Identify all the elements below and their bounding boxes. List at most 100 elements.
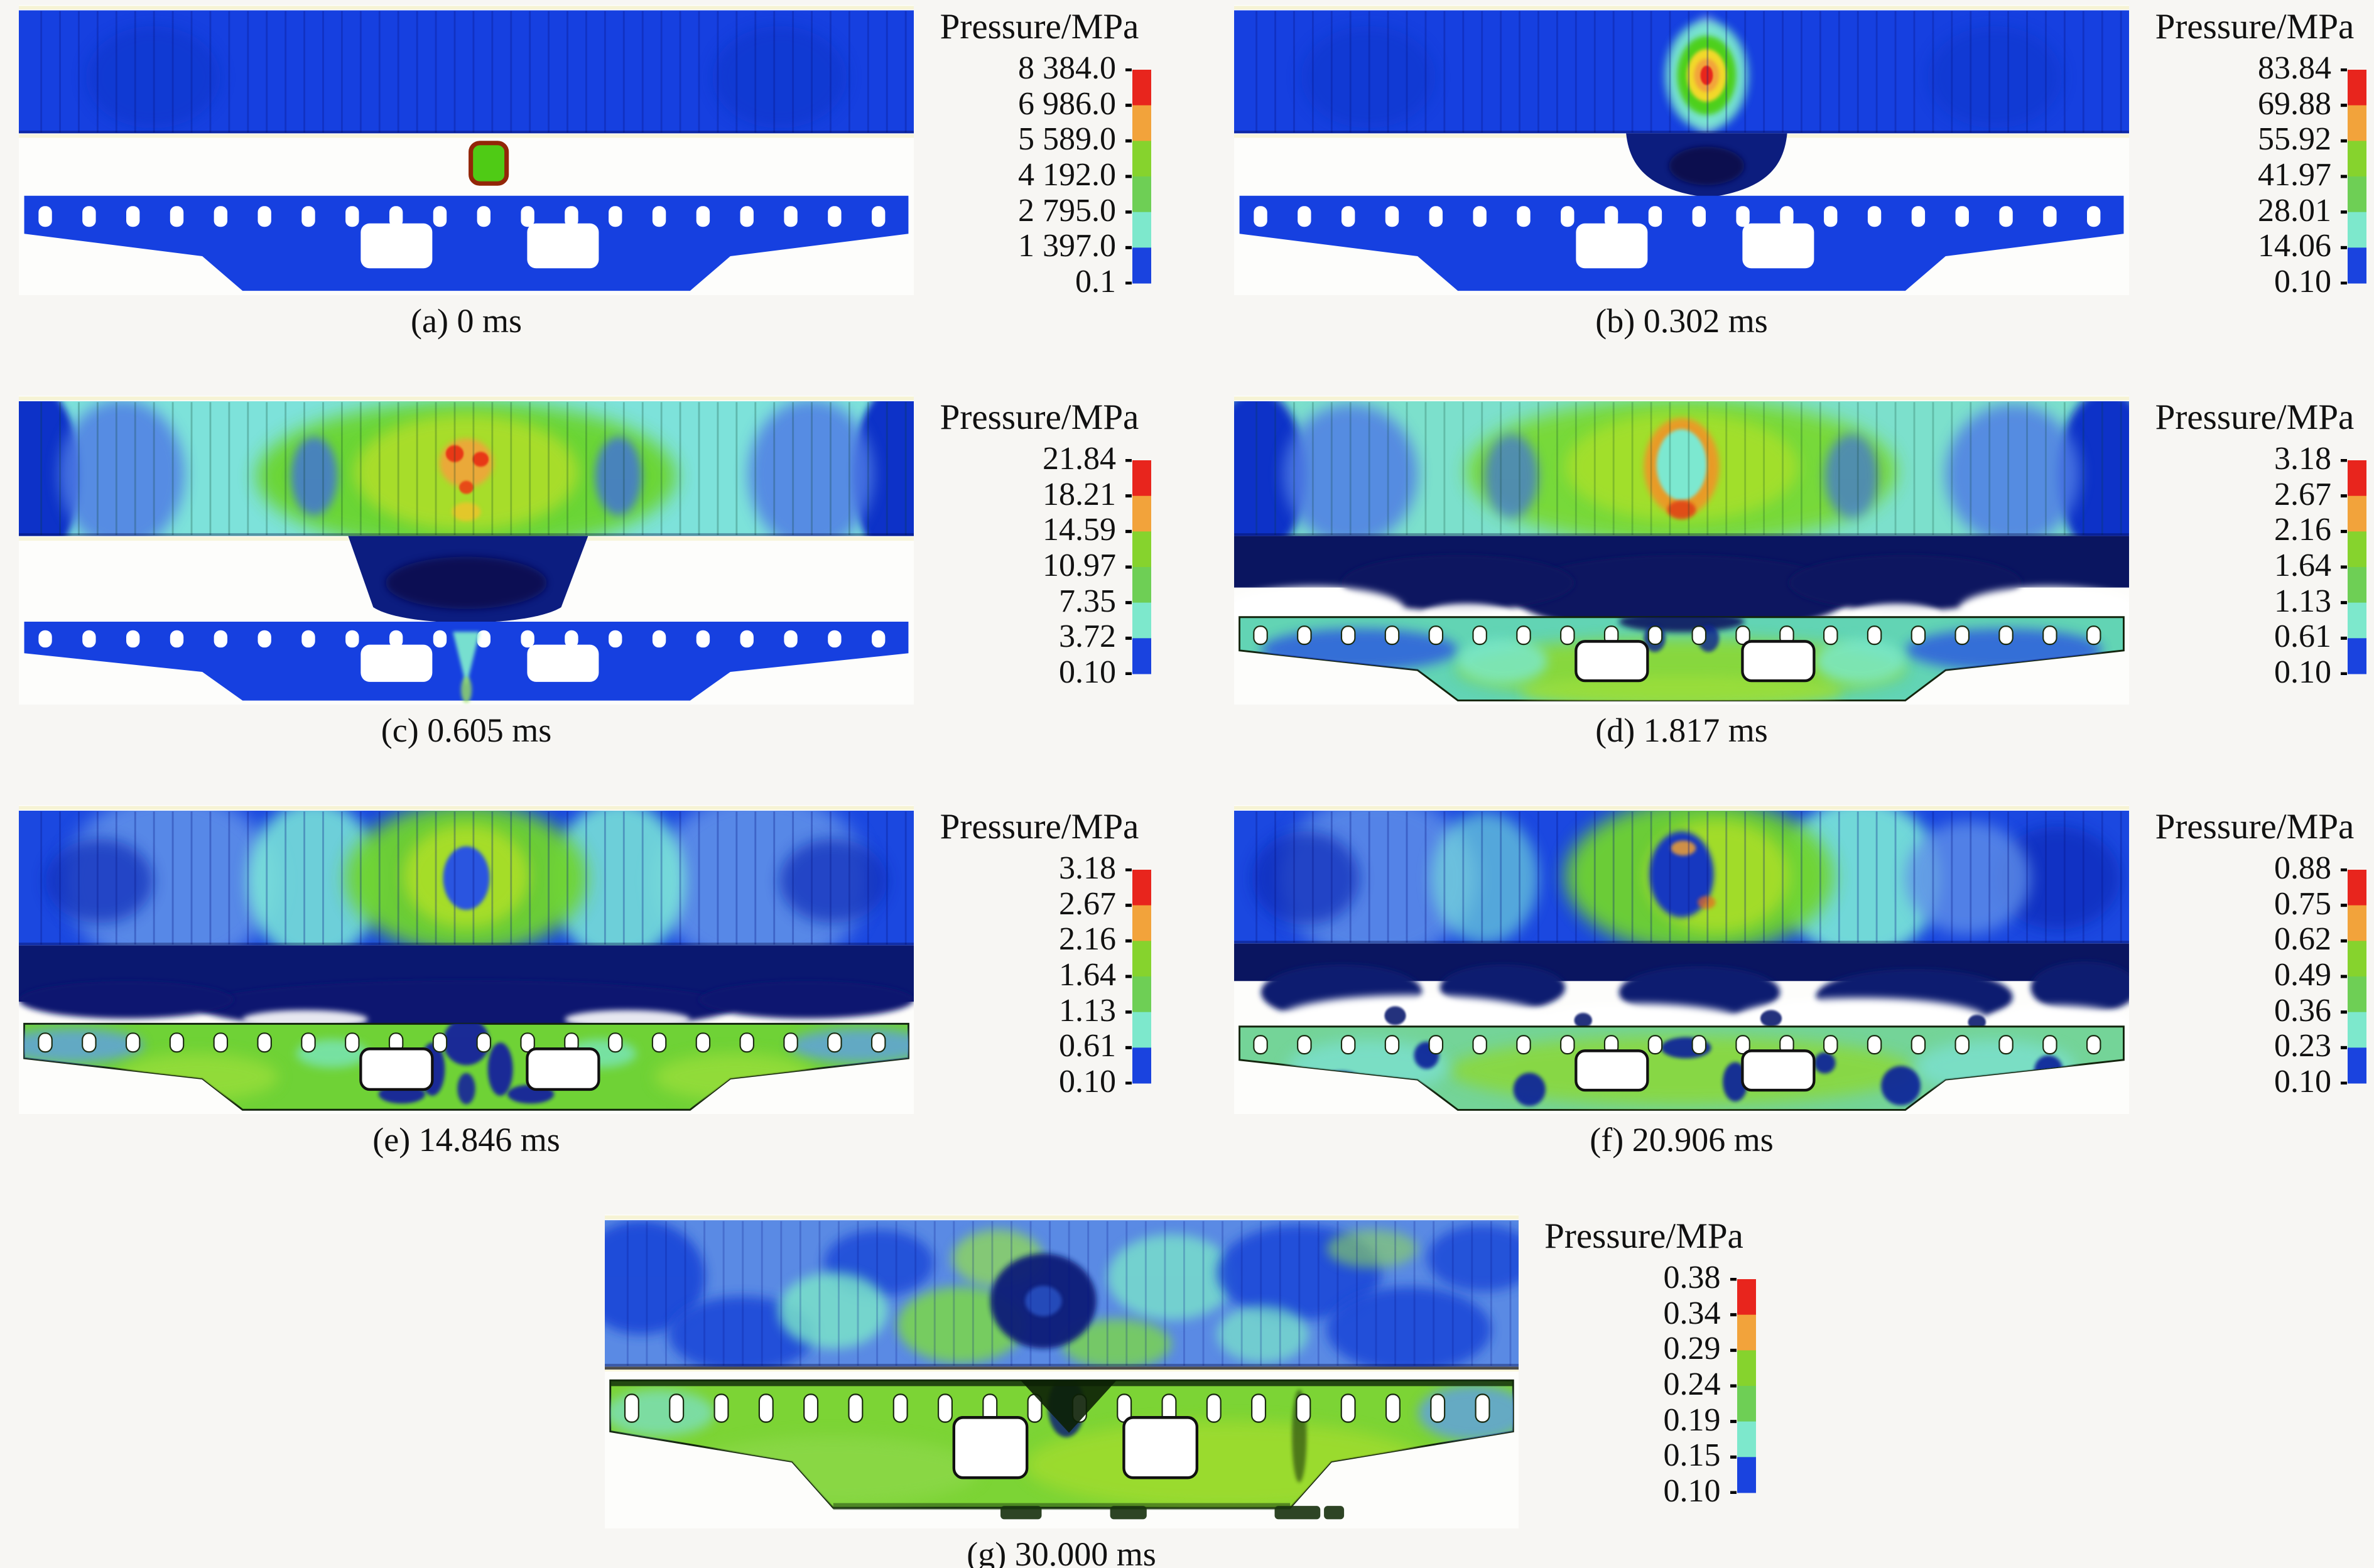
- legend-tick-label: 0.10: [1059, 1063, 1116, 1100]
- legend-tick-label: 3.72: [1059, 619, 1116, 655]
- pressure-jet: [453, 632, 480, 686]
- legend-title: Pressure/MPa: [2155, 807, 2355, 846]
- legend-body: 0.88 0.75 0.62 0.49 0.36 0.23 0.10: [2129, 851, 2374, 1102]
- legend-tick-label: 0.49: [2274, 956, 2331, 993]
- panel-caption: (e) 14.846 ms: [372, 1121, 560, 1159]
- water-slab: [1234, 810, 2129, 944]
- legend-tick-label: 6 986.0: [1018, 85, 1116, 122]
- legend-tick-labels: 83.84 69.88 55.92 41.97 28.01 14.06 0.10: [2258, 51, 2331, 300]
- legend-tick-label: 1.64: [1059, 956, 1116, 993]
- legend-tick-label: 0.88: [2274, 850, 2331, 886]
- panel-block: (d) 1.817 ms Pressure/MPa 3.18 2.67 2.16 1.…: [1234, 396, 2374, 750]
- contour-panel: (b) 0.302 ms: [1234, 5, 2129, 340]
- legend-tick-label: 0.10: [2274, 263, 2331, 300]
- legend-tick-label: 14.59: [1043, 512, 1116, 548]
- legend-tick-label: 0.75: [2274, 885, 2331, 922]
- panel-caption: (c) 0.605 ms: [381, 711, 552, 749]
- panel-block: (a) 0 ms Pressure/MPa 8 384.0 6 986.0 5 58…: [19, 5, 1165, 340]
- legend-tick-label: 41.97: [2258, 156, 2331, 193]
- legend-tick-label: 28.01: [2258, 192, 2331, 229]
- colorbar: [1125, 68, 1151, 284]
- legend-tick-labels: 0.88 0.75 0.62 0.49 0.36 0.23 0.10: [2274, 851, 2331, 1100]
- legend-tick-label: 3.18: [2274, 441, 2331, 477]
- figure-row-3: (e) 14.846 ms Pressure/MPa 3.18 2.67 2.16 1…: [19, 805, 2374, 1159]
- panel-caption: (b) 0.302 ms: [1595, 302, 1768, 340]
- legend-body: 83.84 69.88 55.92 41.97 28.01 14.06 0.10: [2129, 51, 2374, 302]
- legend-tick-label: 2.16: [2274, 512, 2331, 548]
- colorbar-legend: Pressure/MPa 21.84 18.21 14.59 10.97 7.35 3.7…: [914, 396, 1165, 693]
- panel-caption: (a) 0 ms: [411, 302, 522, 340]
- legend-body: 3.18 2.67 2.16 1.64 1.13 0.61 0.10: [2129, 441, 2374, 693]
- legend-tick-label: 4 192.0: [1018, 156, 1116, 193]
- legend-tick-labels: 8 384.0 6 986.0 5 589.0 4 192.0 2 795.0 1 397…: [1018, 51, 1116, 300]
- legend-tick-label: 1.13: [1059, 992, 1116, 1029]
- legend-tick-label: 7.35: [1059, 583, 1116, 619]
- pressure-contour-plot: [1234, 805, 2129, 1114]
- legend-tick-label: 3.18: [1059, 850, 1116, 886]
- legend-tick-label: 10.97: [1043, 547, 1116, 583]
- explosive-charge: [469, 141, 509, 186]
- panel-caption: (f) 20.906 ms: [1590, 1121, 1774, 1159]
- legend-body: 21.84 18.21 14.59 10.97 7.35 3.72 0.10: [914, 441, 1165, 693]
- colorbar-legend: Pressure/MPa 0.38 0.34 0.29 0.24 0.19 0.15 0.1…: [1519, 1214, 1770, 1511]
- figure-row-4: (g) 30.000 ms Pressure/MPa 0.38 0.34 0.29 0…: [0, 1214, 2374, 1568]
- contour-panel: (e) 14.846 ms: [19, 805, 914, 1159]
- legend-tick-label: 0.10: [2274, 654, 2331, 690]
- colorbar: [1125, 868, 1151, 1084]
- hole-left: [1575, 640, 1649, 683]
- hole-right: [526, 1047, 600, 1091]
- hole-left: [952, 1416, 1028, 1479]
- hole-right: [1741, 640, 1816, 683]
- legend-tick-label: 0.10: [2274, 1063, 2331, 1100]
- colorbar-legend: Pressure/MPa 83.84 69.88 55.92 41.97 28.01 14…: [2129, 5, 2374, 302]
- legend-title: Pressure/MPa: [2155, 397, 2355, 437]
- colorbar: [2341, 868, 2366, 1084]
- legend-title: Pressure/MPa: [940, 7, 1139, 46]
- contour-panel: (c) 0.605 ms: [19, 396, 914, 750]
- explosion-bubble-band: [19, 945, 914, 1033]
- contour-panel: (d) 1.817 ms: [1234, 396, 2129, 750]
- hole-left: [1576, 223, 1648, 269]
- figure-row-2: (c) 0.605 ms Pressure/MPa 21.84 18.21 14.5…: [19, 396, 2374, 750]
- legend-tick-labels: 3.18 2.67 2.16 1.64 1.13 0.61 0.10: [1059, 851, 1116, 1100]
- legend-tick-label: 0.10: [1059, 654, 1116, 690]
- legend-tick-label: 1.64: [2274, 547, 2331, 583]
- panel-block: (f) 20.906 ms Pressure/MPa 0.88 0.75 0.62 0…: [1234, 805, 2374, 1159]
- water-slab: [1234, 10, 2129, 134]
- water-slab: [19, 401, 914, 536]
- panel-block: (g) 30.000 ms Pressure/MPa 0.38 0.34 0.29 0…: [604, 1214, 1770, 1568]
- contour-panel: (g) 30.000 ms: [604, 1214, 1519, 1568]
- pressure-contour-plot: [19, 805, 914, 1114]
- legend-tick-labels: 21.84 18.21 14.59 10.97 7.35 3.72 0.10: [1043, 441, 1116, 690]
- legend-tick-label: 0.15: [1663, 1437, 1721, 1474]
- legend-tick-label: 0.23: [2274, 1028, 2331, 1064]
- pressure-contour-plot: [604, 1214, 1519, 1528]
- legend-tick-label: 0.29: [1663, 1331, 1721, 1367]
- legend-tick-label: 0.36: [2274, 992, 2331, 1029]
- legend-tick-label: 2.67: [2274, 476, 2331, 512]
- panel-caption: (g) 30.000 ms: [967, 1535, 1156, 1568]
- legend-tick-label: 0.10: [1663, 1473, 1721, 1509]
- colorbar: [2341, 459, 2366, 675]
- legend-tick-labels: 0.38 0.34 0.29 0.24 0.19 0.15 0.10: [1664, 1260, 1721, 1509]
- hole-right: [527, 223, 599, 269]
- legend-tick-label: 18.21: [1043, 476, 1116, 512]
- legend-tick-label: 0.1: [1075, 263, 1116, 300]
- legend-tick-labels: 3.18 2.67 2.16 1.64 1.13 0.61 0.10: [2274, 441, 2331, 690]
- legend-body: 3.18 2.67 2.16 1.64 1.13 0.61 0.10: [914, 851, 1165, 1102]
- legend-tick-label: 14.06: [2258, 228, 2331, 264]
- legend-tick-label: 21.84: [1043, 441, 1116, 477]
- legend-tick-label: 8 384.0: [1018, 50, 1116, 86]
- colorbar: [1730, 1278, 1756, 1494]
- legend-tick-label: 0.61: [2274, 619, 2331, 655]
- figure-row-1: (a) 0 ms Pressure/MPa 8 384.0 6 986.0 5 58…: [19, 5, 2374, 340]
- legend-title: Pressure/MPa: [2155, 7, 2355, 46]
- water-slab: [19, 810, 914, 946]
- panel-block: (c) 0.605 ms Pressure/MPa 21.84 18.21 14.5…: [19, 396, 1165, 750]
- pressure-contour-plot: [19, 396, 914, 705]
- pressure-contour-plot: [19, 5, 914, 295]
- legend-tick-label: 0.19: [1663, 1402, 1721, 1438]
- legend-tick-label: 2.67: [1059, 885, 1116, 922]
- colorbar-legend: Pressure/MPa 0.88 0.75 0.62 0.49 0.36 0.23 0.1…: [2129, 805, 2374, 1102]
- hole-right: [1742, 223, 1814, 269]
